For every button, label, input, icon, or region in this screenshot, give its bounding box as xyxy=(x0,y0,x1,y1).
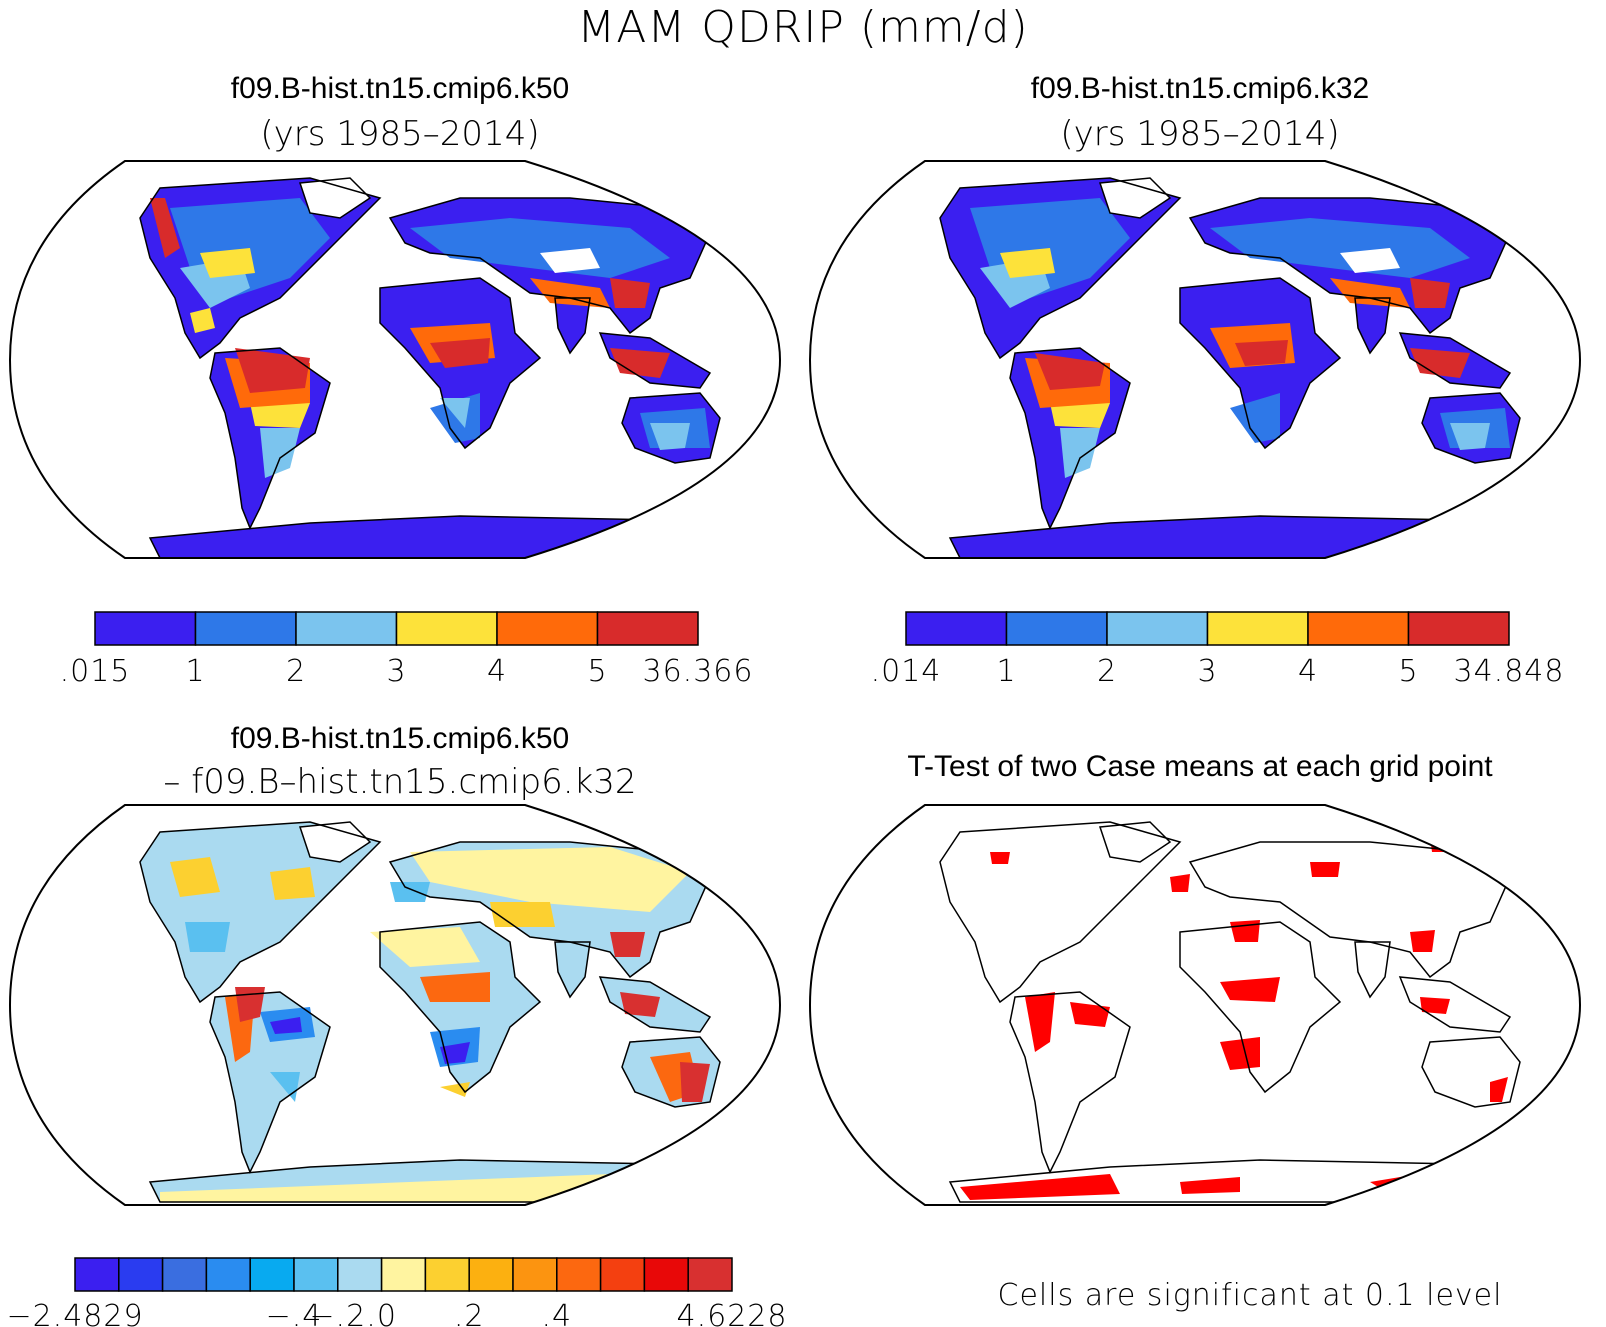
colorbar-diff-swatch xyxy=(74,1257,120,1292)
colorbar-k50-swatch xyxy=(295,611,398,646)
map-diff-frame xyxy=(8,804,782,1206)
map-k50 xyxy=(8,160,782,559)
colorbar-diff-swatch xyxy=(161,1257,208,1292)
colorbar-k50-tick-label: 4 xyxy=(487,654,507,689)
colorbar-diff-tick-label: 4.6228 xyxy=(677,1299,788,1327)
colorbar-k32-tick-label: 4 xyxy=(1298,654,1318,689)
colorbar-k32-tick-label: 34.848 xyxy=(1454,654,1565,689)
colorbar-k32-swatch xyxy=(1206,611,1309,646)
map-diff xyxy=(8,804,782,1206)
colorbar-k50-swatch xyxy=(194,611,297,646)
colorbar-k32-swatch xyxy=(1307,611,1410,646)
colorbar-k50-tick-label: 3 xyxy=(386,654,406,689)
colorbar-k32-tick-label: 1 xyxy=(996,654,1016,689)
colorbar-diff-swatch xyxy=(293,1257,339,1292)
colorbar-diff-swatch xyxy=(599,1257,646,1292)
colorbar-k32-swatch xyxy=(1106,611,1209,646)
colorbar-k50-tick-label: 36.366 xyxy=(643,654,754,689)
colorbar-k32-swatch xyxy=(1005,611,1108,646)
colorbar-k50-swatch xyxy=(496,611,599,646)
panel-diff-subtitle: – f09.B–hist.tn15.cmip6.k32 xyxy=(163,762,637,802)
colorbar-diff-swatch xyxy=(643,1257,689,1292)
map-ttest-frame xyxy=(808,804,1582,1206)
panel-k50-title: f09.B-hist.tn15.cmip6.k50 xyxy=(230,72,570,105)
colorbar-diff-tick-label: .2 xyxy=(454,1299,485,1327)
colorbar-diff-swatch xyxy=(249,1257,295,1292)
colorbar-diff: −2.4829 −.4−.2.0 .2 .4 4.6228 xyxy=(6,1257,788,1327)
colorbar-k32-tick-label: 3 xyxy=(1197,654,1217,689)
colorbar-diff-swatch xyxy=(380,1257,427,1292)
colorbar-k50-tick-label: .015 xyxy=(60,654,131,689)
map-ttest xyxy=(808,804,1582,1206)
colorbar-diff-tick-label: −.4 xyxy=(266,1299,323,1327)
colorbar-diff-tick-label: .0 xyxy=(366,1299,397,1327)
colorbar-k32-swatch xyxy=(905,611,1008,646)
colorbar-k50-tick-label: 2 xyxy=(286,654,306,689)
colorbar-k50: .015 1 2 3 4 5 36.366 xyxy=(60,611,754,689)
colorbar-k32-swatch xyxy=(1407,611,1510,646)
colorbar-k50-swatch xyxy=(94,611,197,646)
map-k50-frame xyxy=(8,160,782,559)
map-k32-frame xyxy=(808,160,1582,559)
colorbar-k32: .014 1 2 3 4 5 34.848 xyxy=(871,611,1565,689)
map-k32 xyxy=(808,160,1582,559)
colorbar-diff-swatch xyxy=(118,1257,164,1292)
colorbar-diff-swatch xyxy=(468,1257,514,1292)
colorbar-k50-tick-label: 5 xyxy=(587,654,607,689)
colorbar-diff-swatch xyxy=(337,1257,383,1292)
figure-title: MAM QDRIP (mm/d) xyxy=(577,2,1029,53)
colorbar-k32-tick-label: 5 xyxy=(1398,654,1418,689)
panel-k32-title: f09.B-hist.tn15.cmip6.k32 xyxy=(1030,72,1370,105)
colorbar-diff-tick-label: −2.4829 xyxy=(6,1299,143,1327)
panel-k32-subtitle: (yrs 1985–2014) xyxy=(1060,114,1340,154)
colorbar-diff-swatch xyxy=(687,1257,733,1292)
colorbar-k32-tick-label: 2 xyxy=(1097,654,1117,689)
colorbar-k50-tick-label: 1 xyxy=(185,654,205,689)
panel-k50-subtitle: (yrs 1985–2014) xyxy=(260,114,540,154)
colorbar-diff-swatch xyxy=(512,1257,558,1292)
colorbar-k32-tick-label: .014 xyxy=(871,654,942,689)
colorbar-k50-swatch xyxy=(395,611,498,646)
colorbar-diff-swatch xyxy=(205,1257,251,1292)
panel-ttest-title: T-Test of two Case means at each grid po… xyxy=(907,750,1493,783)
colorbar-diff-swatch xyxy=(424,1257,470,1292)
colorbar-diff-tick-label: .4 xyxy=(541,1299,572,1327)
colorbar-k50-swatch xyxy=(596,611,699,646)
significance-footnote: Cells are significant at 0.1 level xyxy=(997,1278,1503,1313)
colorbar-diff-swatch xyxy=(556,1257,602,1292)
colorbar-diff-tick-label: −.2 xyxy=(309,1299,366,1327)
panel-diff-title: f09.B-hist.tn15.cmip6.k50 xyxy=(230,722,570,755)
